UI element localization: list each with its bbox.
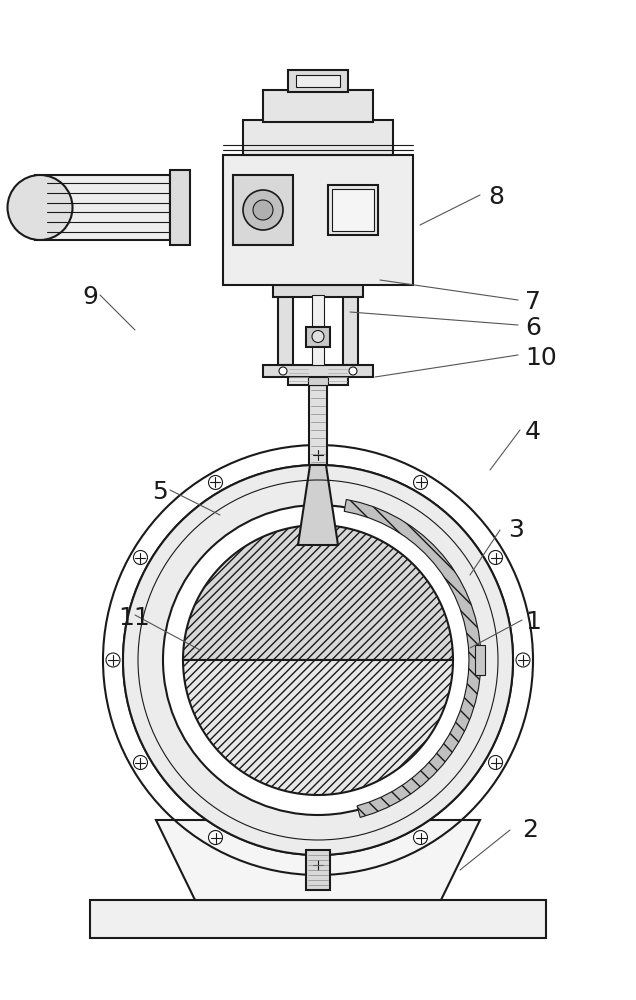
Bar <box>223 155 413 285</box>
Circle shape <box>243 190 283 230</box>
Text: 8: 8 <box>488 185 504 209</box>
Bar <box>288 367 348 385</box>
Text: 1: 1 <box>525 610 541 634</box>
Text: 2: 2 <box>522 818 538 842</box>
Circle shape <box>123 465 513 855</box>
Circle shape <box>312 330 324 342</box>
Circle shape <box>209 475 223 489</box>
Circle shape <box>106 653 120 667</box>
Circle shape <box>163 505 473 815</box>
Circle shape <box>134 756 148 770</box>
Text: 6: 6 <box>525 316 541 340</box>
Text: 5: 5 <box>152 480 168 504</box>
Bar <box>263 365 373 377</box>
Bar <box>233 175 293 245</box>
Circle shape <box>163 505 473 815</box>
Bar <box>170 170 190 245</box>
Bar <box>343 295 358 365</box>
Bar <box>278 295 293 365</box>
Text: 4: 4 <box>525 420 541 444</box>
Bar <box>308 367 328 385</box>
Bar <box>328 185 378 235</box>
Circle shape <box>413 831 427 845</box>
Text: 11: 11 <box>118 606 149 630</box>
Circle shape <box>488 756 502 770</box>
Bar <box>306 850 330 890</box>
Polygon shape <box>156 820 480 900</box>
Polygon shape <box>183 660 453 795</box>
Bar <box>288 70 348 92</box>
Bar <box>309 385 327 465</box>
Circle shape <box>253 200 273 220</box>
Bar <box>312 295 324 365</box>
Circle shape <box>413 475 427 489</box>
Bar <box>306 326 330 347</box>
Text: 7: 7 <box>525 290 541 314</box>
Polygon shape <box>344 499 481 817</box>
Circle shape <box>279 367 287 375</box>
Bar <box>273 285 363 297</box>
Circle shape <box>349 367 357 375</box>
Bar <box>296 75 340 87</box>
Circle shape <box>516 653 530 667</box>
Circle shape <box>311 448 325 462</box>
Bar <box>475 645 485 675</box>
Bar <box>263 90 373 122</box>
Circle shape <box>123 465 513 855</box>
Bar <box>243 120 393 155</box>
Circle shape <box>209 831 223 845</box>
Polygon shape <box>298 465 338 545</box>
Text: 10: 10 <box>525 346 556 370</box>
Bar <box>332 189 374 231</box>
Text: 9: 9 <box>82 285 98 309</box>
Circle shape <box>311 858 325 872</box>
Text: 3: 3 <box>508 518 524 542</box>
Polygon shape <box>183 525 453 660</box>
Circle shape <box>134 550 148 564</box>
Circle shape <box>8 175 73 240</box>
Circle shape <box>488 550 502 564</box>
Bar <box>35 175 170 240</box>
Bar <box>90 900 546 938</box>
